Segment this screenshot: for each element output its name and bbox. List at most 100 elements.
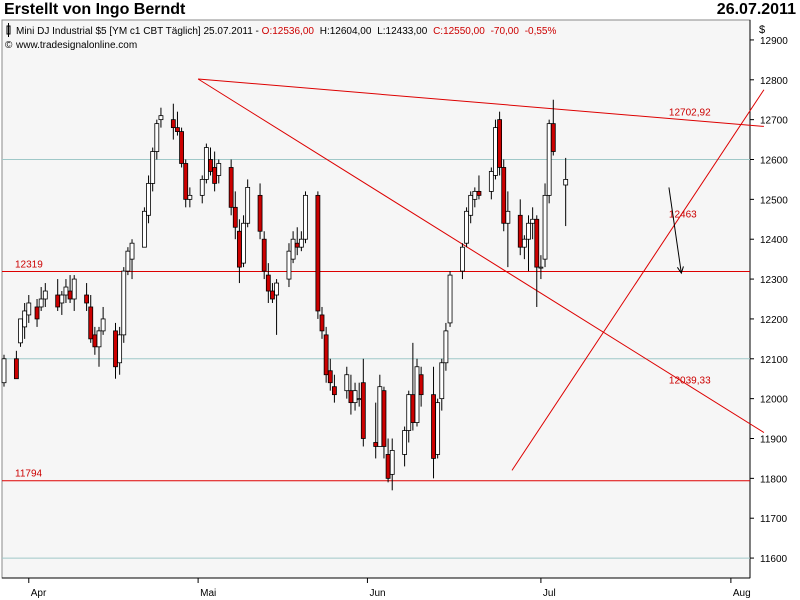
info-instrument: Mini DJ Industrial $5 [YM c1 CBT Täglich… [16,26,262,37]
info-low: L:12433,00 [377,26,427,37]
x-tick-label: Jun [369,588,385,599]
candle-body [1,358,7,384]
candle-body [84,294,89,304]
candle-body [274,282,279,296]
candle-body [472,190,478,200]
support-line-label: 12319 [15,259,43,270]
candle-body [414,366,420,423]
candle-body [464,210,469,244]
trend-line [198,78,764,127]
candle-body [187,194,193,200]
candle-body [356,398,362,401]
x-axis-ticks: Apr Mai Jun Jul Aug [28,578,751,599]
candle-body [261,238,267,272]
candle-body [517,214,523,248]
candle-body [538,266,544,269]
candle-body [237,230,242,268]
candle-body [501,167,507,224]
candle-body [447,274,453,324]
annotations: 12702,92 12463 12039,33 [668,108,711,386]
candle-body [460,246,465,272]
info-change: -70,00 [491,26,520,37]
candle-body [241,222,246,264]
candle-body [546,123,552,196]
plot-area [1,19,751,579]
grid-lines [2,159,750,559]
candle-body [418,374,424,396]
info-header: Mini DJ Industrial $5 [YM c1 CBT Täglich… [5,23,556,51]
y-tick-label: 12600 [760,156,788,167]
candle-body [265,274,271,292]
candle-body [344,374,350,392]
annotation-label: 12463 [669,209,697,220]
trend-line [197,78,765,433]
candle-body [298,238,304,248]
candle-body [228,167,234,208]
candle-body [183,163,189,200]
y-tick-label: 12400 [760,235,788,246]
candle-body [179,131,184,164]
y-tick-label: 12500 [760,195,788,206]
candle-body [96,330,102,348]
candle-body [34,306,40,320]
candle-body [158,115,164,121]
candle-body [360,382,366,439]
forecast-arrow-head [676,266,684,275]
candle-body [63,286,69,296]
candle-body [92,334,98,348]
candle-body [113,330,118,368]
annotation-label: 12039,33 [669,375,711,386]
annotation-label: 12702,92 [669,108,711,119]
candle-body [331,386,337,396]
support-line-label: 11794 [15,469,43,480]
candle-body [146,183,151,216]
candle-body [208,159,213,172]
candle-body [67,290,73,300]
candle-body [59,294,65,304]
y-tick-label: 12300 [760,275,788,286]
candle-body [175,127,180,133]
candle-body [55,294,61,308]
candle-body [526,222,531,240]
candle-body [534,218,540,268]
candle-body [381,390,387,447]
candle-body [315,194,321,312]
currency-label: $ [759,24,766,36]
y-tick-label: 12800 [760,76,788,87]
x-tick-label: Mai [200,588,216,599]
trend-lines [197,78,765,471]
candle-body [232,206,238,228]
x-tick-label: Aug [733,588,751,599]
candle-body [142,210,147,248]
candle-body [435,402,441,455]
y-tick-label: 12100 [760,355,788,366]
candle-body [303,194,308,240]
x-tick-label: Apr [31,588,47,599]
chart-title: Erstellt von Ingo Berndt [4,1,186,18]
y-tick-label: 11800 [760,474,788,485]
candle-body [38,298,44,308]
candle-body [18,318,23,344]
y-axis-ticks: 11600 11700 11800 11900 12000 12100 12200 12300… [750,36,788,565]
candle-body [521,238,527,248]
info-open: O:12536,00 [262,26,315,37]
candle-body [154,123,160,152]
candle-body [563,179,569,186]
chart-date: 26.07.2011 [716,1,796,18]
candle-body [323,334,329,376]
candle-body [290,238,296,260]
candle-body [13,358,19,380]
candle-body [121,270,127,336]
candle-body [402,430,408,455]
candle-body [385,454,391,479]
y-tick-label: 12700 [760,116,788,127]
candle-body [170,119,176,129]
candle-body [348,390,354,404]
svg-text:Mini DJ Industrial $5 [YM c1 C: Mini DJ Industrial $5 [YM c1 CBT Täglich… [16,26,556,37]
x-tick-label: Jul [543,588,556,599]
candle-body [319,314,325,332]
candle-body [270,290,275,300]
info-close: C:12550,00 [433,26,485,37]
copyright-icon: © [5,40,13,51]
